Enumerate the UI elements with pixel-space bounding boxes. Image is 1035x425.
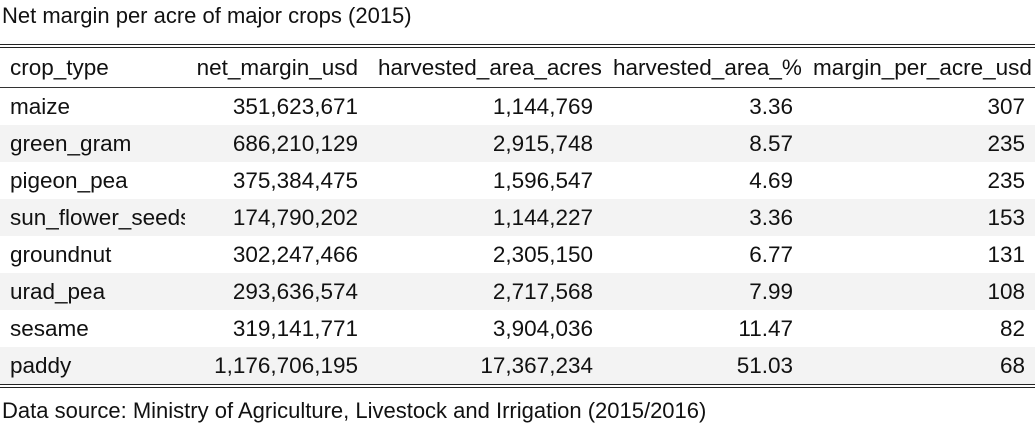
cell-harvested-area-percent: 3.36 <box>749 93 793 119</box>
table-body: maize 351,623,671 1,144,769 3.36 307 gre… <box>0 88 1035 384</box>
cell-harvested-area-percent: 7.99 <box>603 273 803 310</box>
cell-harvested-area-acres: 3,904,036 <box>492 315 593 341</box>
cell-margin-per-acre-usd: 235 <box>803 125 1035 162</box>
cell-crop-type: sesame <box>10 315 89 341</box>
cell-margin-per-acre-usd: 108 <box>803 273 1035 310</box>
cell-margin-per-acre-usd: 235 <box>987 167 1025 193</box>
column-header-harvested-area-percent: harvested_area_% <box>603 48 803 88</box>
table-row: sun_flower_seeds 174,790,202 1,144,227 3… <box>0 199 1035 236</box>
column-header-net-margin-usd: net_margin_usd <box>185 48 368 88</box>
cell-crop-type: sun_flower_seeds <box>0 199 185 236</box>
cell-harvested-area-acres: 2,305,150 <box>492 241 593 267</box>
table-row: groundnut 302,247,466 2,305,150 6.77 131 <box>0 236 1035 273</box>
cell-crop-type: paddy <box>0 347 185 384</box>
column-header-harvested-area-acres: harvested_area_acres <box>368 48 603 88</box>
cell-harvested-area-percent: 6.77 <box>749 241 793 267</box>
data-source-note: Data source: Ministry of Agriculture, Li… <box>2 398 707 423</box>
column-header-margin-per-acre-usd: margin_per_acre_usd <box>803 48 1035 88</box>
cell-margin-per-acre-usd: 82 <box>999 315 1025 341</box>
cell-net-margin-usd: 1,176,706,195 <box>185 347 368 384</box>
cell-net-margin-usd: 302,247,466 <box>232 241 358 267</box>
cell-net-margin-usd: 686,210,129 <box>185 125 368 162</box>
cell-harvested-area-acres: 1,144,227 <box>368 199 603 236</box>
cell-net-margin-usd: 351,623,671 <box>232 93 358 119</box>
cell-margin-per-acre-usd: 68 <box>803 347 1035 384</box>
cell-net-margin-usd: 375,384,475 <box>232 167 358 193</box>
table-row: green_gram 686,210,129 2,915,748 8.57 23… <box>0 125 1035 162</box>
cell-harvested-area-percent: 8.57 <box>603 125 803 162</box>
cell-crop-type: green_gram <box>0 125 185 162</box>
cell-harvested-area-percent: 51.03 <box>603 347 803 384</box>
table-row: paddy 1,176,706,195 17,367,234 51.03 68 <box>0 347 1035 384</box>
cell-harvested-area-acres: 2,915,748 <box>368 125 603 162</box>
table-header: crop_type net_margin_usd harvested_area_… <box>0 48 1035 88</box>
table-title: Net margin per acre of major crops (2015… <box>2 3 412 28</box>
cell-harvested-area-acres: 1,144,769 <box>492 93 593 119</box>
cell-harvested-area-percent: 11.47 <box>738 315 793 341</box>
data-table-frame: crop_type net_margin_usd harvested_area_… <box>0 44 1035 388</box>
cell-crop-type: groundnut <box>10 241 112 267</box>
cell-harvested-area-acres: 1,596,547 <box>492 167 593 193</box>
table-row: maize 351,623,671 1,144,769 3.36 307 <box>0 88 1035 126</box>
cell-margin-per-acre-usd: 307 <box>987 93 1025 119</box>
cell-harvested-area-acres: 17,367,234 <box>368 347 603 384</box>
cell-crop-type: maize <box>10 93 71 119</box>
cell-crop-type: pigeon_pea <box>10 167 128 193</box>
table-row: urad_pea 293,636,574 2,717,568 7.99 108 <box>0 273 1035 310</box>
header-row: crop_type net_margin_usd harvested_area_… <box>0 48 1035 88</box>
data-table: crop_type net_margin_usd harvested_area_… <box>0 48 1035 384</box>
cell-margin-per-acre-usd: 131 <box>987 241 1025 267</box>
cell-harvested-area-percent: 3.36 <box>603 199 803 236</box>
cell-net-margin-usd: 293,636,574 <box>185 273 368 310</box>
cell-harvested-area-acres: 2,717,568 <box>368 273 603 310</box>
cell-harvested-area-percent: 4.69 <box>749 167 793 193</box>
cell-net-margin-usd: 174,790,202 <box>185 199 368 236</box>
column-header-crop-type: crop_type <box>0 48 185 88</box>
cell-crop-type: urad_pea <box>0 273 185 310</box>
table-row: sesame 319,141,771 3,904,036 11.47 82 <box>0 310 1035 347</box>
cell-margin-per-acre-usd: 153 <box>803 199 1035 236</box>
table-row: pigeon_pea 375,384,475 1,596,547 4.69 23… <box>0 162 1035 199</box>
cell-net-margin-usd: 319,141,771 <box>232 315 358 341</box>
